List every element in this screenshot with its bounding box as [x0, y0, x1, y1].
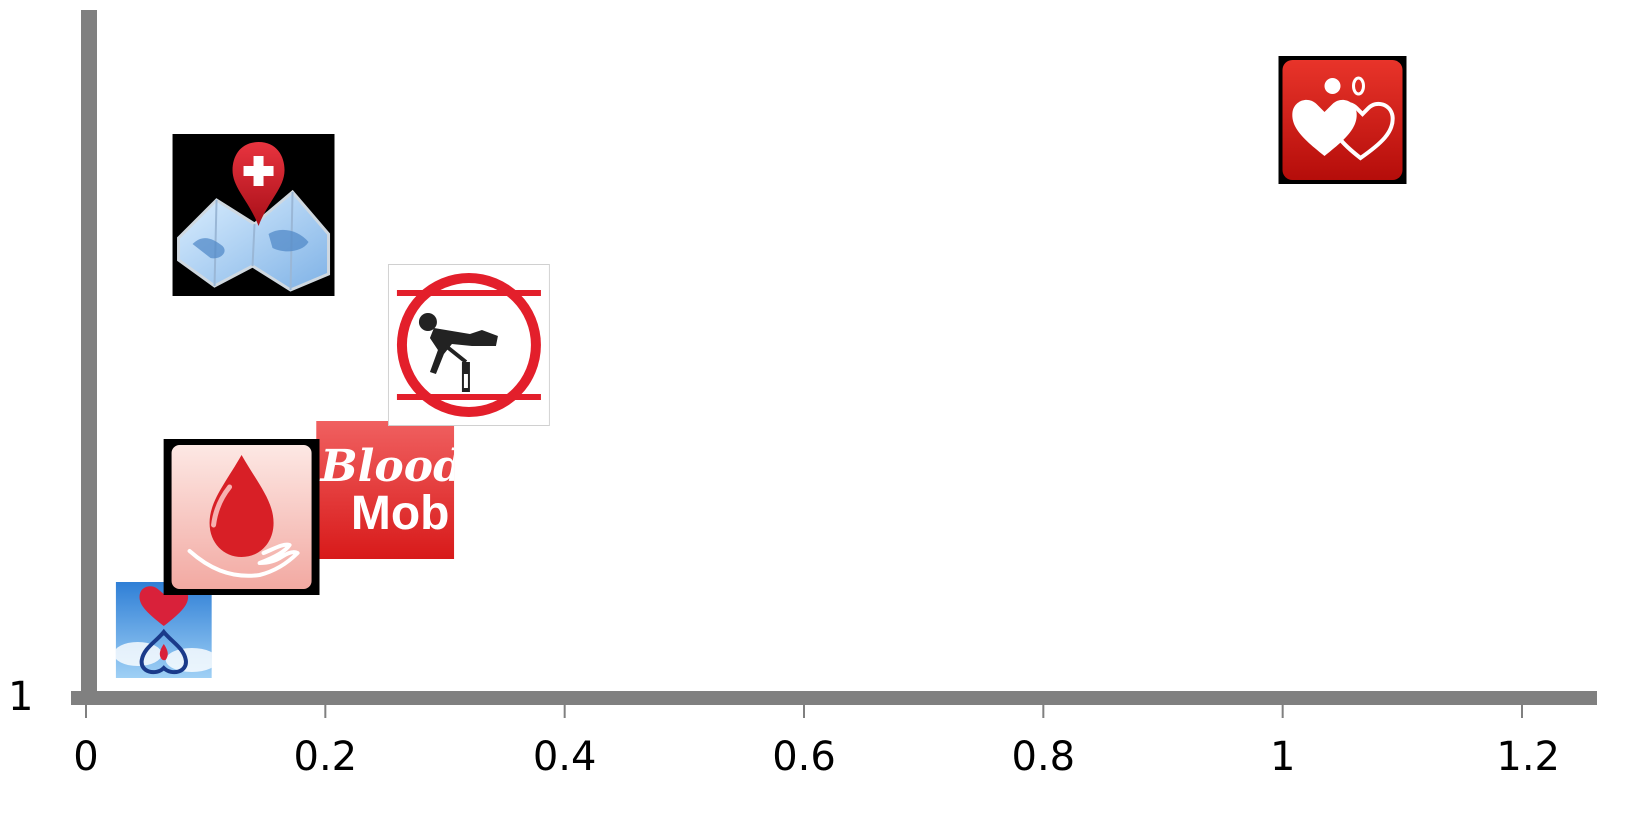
blood-label: Blood [318, 441, 463, 492]
point-blood-mob: Blood Mob [316, 421, 463, 559]
x-tick-label: 1.2 [1496, 734, 1560, 780]
x-tick-label: 1 [1270, 734, 1295, 780]
x-tick-label: 0.8 [1012, 734, 1076, 780]
x-ticks [85, 705, 1523, 718]
patient-transfusion-icon [387, 264, 550, 426]
y-axis-line [81, 10, 97, 705]
x-tick-label: 0.6 [772, 734, 836, 780]
two-hearts-icon [1278, 56, 1407, 184]
points: Blood Mob [115, 56, 1407, 678]
x-tick-label: 0 [73, 734, 98, 780]
y-tick-label: 1 [8, 674, 33, 720]
map-pin-cross-icon [172, 134, 335, 296]
x-tick-labels: 0 0.2 0.4 0.6 0.8 1 1.2 [73, 734, 1560, 780]
point-blood-drop-hand [163, 439, 320, 595]
x-axis-line [71, 691, 1597, 705]
mob-label: Mob [351, 487, 450, 540]
x-tick-label: 0.2 [294, 734, 358, 780]
point-two-hearts [1278, 56, 1407, 184]
point-map-pin-cross [172, 134, 335, 296]
heart-drop-sky-icon [115, 582, 212, 678]
blood-mob-icon: Blood Mob [316, 421, 463, 559]
x-tick-label: 0.4 [533, 734, 597, 780]
point-patient-transfusion [387, 264, 550, 426]
blood-drop-hand-icon [163, 439, 320, 595]
point-heart-drop-sky [115, 582, 212, 678]
